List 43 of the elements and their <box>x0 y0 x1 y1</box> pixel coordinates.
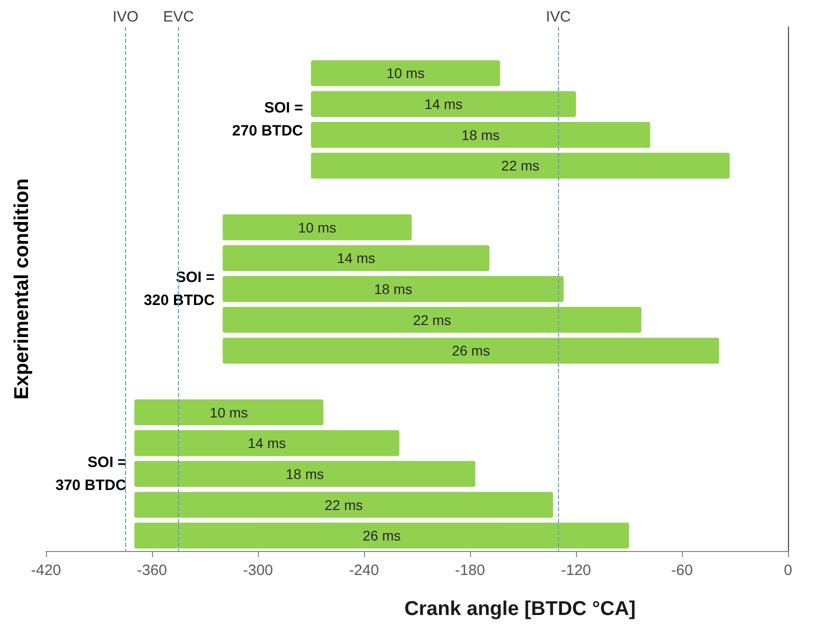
bar <box>222 245 490 272</box>
x-tick-label: -420 <box>30 562 62 579</box>
bar <box>134 492 554 518</box>
series-label: 14 ms <box>424 96 463 112</box>
text: 10 ms <box>386 65 425 82</box>
x-tick-label: -360 <box>136 562 168 579</box>
bar <box>134 460 476 487</box>
bar <box>222 276 564 302</box>
series-label: 18 ms <box>462 126 500 143</box>
annotation: SOI = 370 BTDC <box>55 454 127 494</box>
x-tick-label: 0 <box>784 562 792 579</box>
bar <box>134 430 400 456</box>
bar <box>134 399 324 426</box>
x-tick-label: -300 <box>242 562 274 579</box>
series-label: 10 ms <box>210 404 248 420</box>
x-tick-label: -120 <box>560 562 592 579</box>
ref-line-label: IVO <box>112 8 138 26</box>
ref-line-label: IVC <box>546 8 571 26</box>
y-axis-title: Experimental condition <box>11 178 33 400</box>
x-tick-label: -180 <box>454 562 486 579</box>
annotation: SOI = 270 BTDC <box>232 99 304 140</box>
text: 14 ms <box>336 250 376 266</box>
bar <box>311 60 500 86</box>
text: 26 ms <box>452 342 490 359</box>
bar <box>134 522 629 549</box>
text: 22 ms <box>324 496 363 513</box>
text: 22 ms <box>412 312 452 328</box>
x-tick-label: -60 <box>671 562 693 579</box>
x-axis-title: Crank angle [BTDC °CA] <box>404 598 636 620</box>
text: 10 ms <box>298 219 336 236</box>
bar <box>311 91 576 118</box>
text: 18 ms <box>374 281 412 297</box>
x-tick-label: -240 <box>348 562 380 579</box>
bar <box>311 152 730 179</box>
text: 14 ms <box>248 435 286 452</box>
series-label: 22 ms <box>501 158 540 174</box>
bar <box>222 338 720 364</box>
bar <box>311 122 650 148</box>
bar <box>222 214 412 240</box>
series-label: 26 ms <box>362 528 401 544</box>
bar <box>222 306 642 333</box>
text: 18 ms <box>286 466 324 482</box>
ref-line-label: EVC <box>163 8 194 26</box>
